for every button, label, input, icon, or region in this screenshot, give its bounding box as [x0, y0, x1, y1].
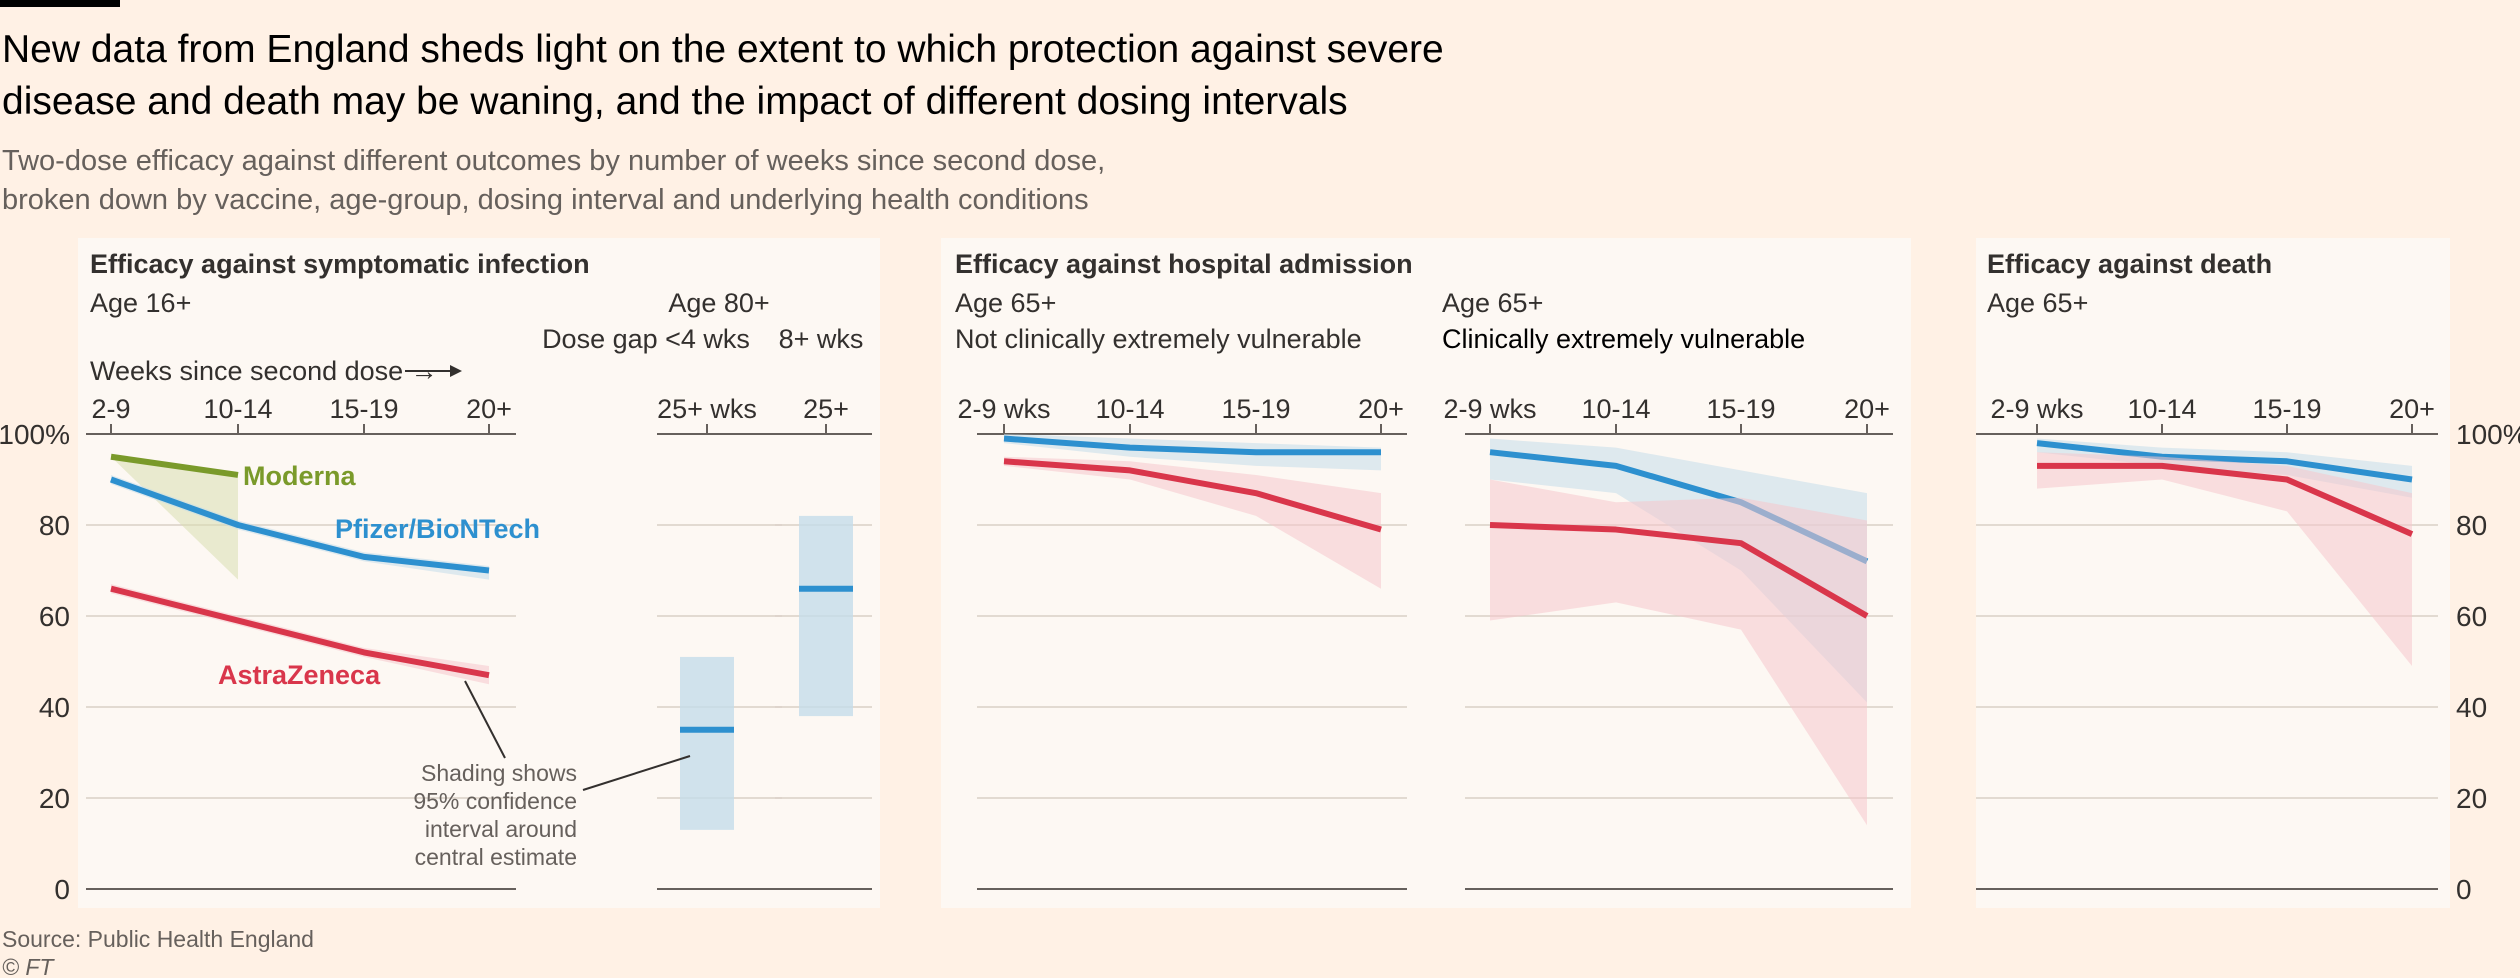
left-axis-ytick-80: 80: [39, 510, 70, 541]
hospital-right-age: Age 65+: [1442, 288, 1543, 318]
symptomatic-tick-label-1: 10-14: [203, 394, 272, 424]
panel-title-death: Efficacy against death: [1987, 249, 2272, 279]
age80-0-tick-label: 25+ wks: [657, 394, 757, 424]
ft-header-bar: [0, 0, 120, 7]
death-pfizer-line: [2036, 440, 2413, 483]
group-label-age16: Age 16+: [90, 288, 191, 318]
x-axis-label-weeks: Weeks since second dose →: [90, 356, 438, 386]
death-tick-label-0: 2-9 wks: [1990, 394, 2083, 424]
series-label-astrazeneca: AstraZeneca: [218, 660, 381, 690]
ci-annotation-line1: Shading shows: [421, 760, 577, 786]
copyright-text: © FT: [2, 954, 55, 978]
left-axis-ytick-0: 0: [54, 874, 70, 905]
hospital-left-pfizer-line: [1003, 435, 1381, 456]
left-axis-ytick-100: 100%: [0, 419, 70, 450]
hospital-right-tick-label-2: 15-19: [1706, 394, 1775, 424]
sub-label-dose-gap-long: 8+ wks: [779, 324, 864, 354]
death-astrazeneca-line: [2037, 462, 2414, 537]
hospital-left-astrazeneca-line: [1003, 458, 1382, 533]
chart-title-line1: New data from England sheds light on the…: [2, 28, 1444, 71]
age80-1-tick-label: 25+: [803, 394, 849, 424]
death-tick-label-1: 10-14: [2127, 394, 2196, 424]
ci-annotation-line2: 95% confidence: [413, 788, 577, 814]
hospital-right-astrazeneca-ci-band: [1490, 479, 1867, 826]
chart-title-line2: disease and death may be waning, and the…: [2, 80, 1348, 123]
age80-1-ci-bar: [799, 515, 853, 717]
right-axis-ytick-60: 60: [2456, 601, 2487, 632]
right-axis-ytick-0: 0: [2456, 874, 2472, 905]
sub-label-dose-gap-short: Dose gap <4 wks: [542, 324, 750, 354]
right-axis-ytick-40: 40: [2456, 692, 2487, 723]
group-label-age80: Age 80+: [668, 288, 769, 318]
hospital-left-tick-label-3: 20+: [1358, 394, 1404, 424]
series-label-pfizer: Pfizer/BioNTech: [335, 514, 540, 544]
symptomatic-tick-label-3: 20+: [466, 394, 512, 424]
panel-title-symptomatic: Efficacy against symptomatic infection: [90, 249, 590, 279]
death-astrazeneca-ci-band: [2037, 452, 2412, 667]
death-tick-label-2: 15-19: [2252, 394, 2321, 424]
age80-0-ci-bar: [680, 656, 734, 830]
ci-annotation-line3: interval around: [425, 816, 577, 842]
symptomatic-astrazeneca-line: [110, 585, 490, 679]
right-axis-ytick-20: 20: [2456, 783, 2487, 814]
death-tick-label-3: 20+: [2389, 394, 2435, 424]
hospital-left-condition: Not clinically extremely vulnerable: [955, 324, 1362, 354]
group-label-death-age: Age 65+: [1987, 288, 2088, 318]
ci-annotation-leader-1: [464, 680, 506, 759]
symptomatic-moderna-line: [110, 453, 239, 478]
left-axis-ytick-40: 40: [39, 692, 70, 723]
ci-annotation-leader-2: [582, 755, 691, 791]
hospital-right-tick-label-1: 10-14: [1581, 394, 1650, 424]
series-label-moderna: Moderna: [243, 461, 356, 491]
symptomatic-tick-label-2: 15-19: [329, 394, 398, 424]
hospital-left-tick-label-0: 2-9 wks: [957, 394, 1050, 424]
hospital-left-astrazeneca-ci-band: [1004, 456, 1381, 589]
ci-annotation-line4: central estimate: [415, 844, 577, 870]
right-axis-ytick-100: 100%: [2456, 419, 2520, 450]
hospital-right-tick-label-0: 2-9 wks: [1443, 394, 1536, 424]
left-axis-ytick-60: 60: [39, 601, 70, 632]
x-axis-arrow-head: [450, 365, 462, 377]
hospital-right-astrazeneca-line: [1489, 522, 1869, 619]
chart-subtitle-line2: broken down by vaccine, age-group, dosin…: [2, 184, 1089, 216]
hospital-left-tick-label-1: 10-14: [1095, 394, 1164, 424]
plots-layer: 2-9 10-14 15-19 20+ 0 20 40 60 80 100% Moderna Pfiz…: [0, 365, 2520, 905]
chart-subtitle-line1: Two-dose efficacy against different outc…: [2, 145, 1105, 177]
hospital-right-condition: Clinically extremely vulnerable: [1442, 324, 1805, 354]
hospital-right-tick-label-3: 20+: [1844, 394, 1890, 424]
symptomatic-pfizer-line: [109, 476, 490, 574]
hospital-left-tick-label-2: 15-19: [1221, 394, 1290, 424]
source-text: Source: Public Health England: [2, 926, 314, 952]
symptomatic-tick-label-0: 2-9: [91, 394, 130, 424]
panel-title-hospital: Efficacy against hospital admission: [955, 249, 1413, 279]
right-axis-ytick-80: 80: [2456, 510, 2487, 541]
hospital-left-age: Age 65+: [955, 288, 1056, 318]
left-axis-ytick-20: 20: [39, 783, 70, 814]
